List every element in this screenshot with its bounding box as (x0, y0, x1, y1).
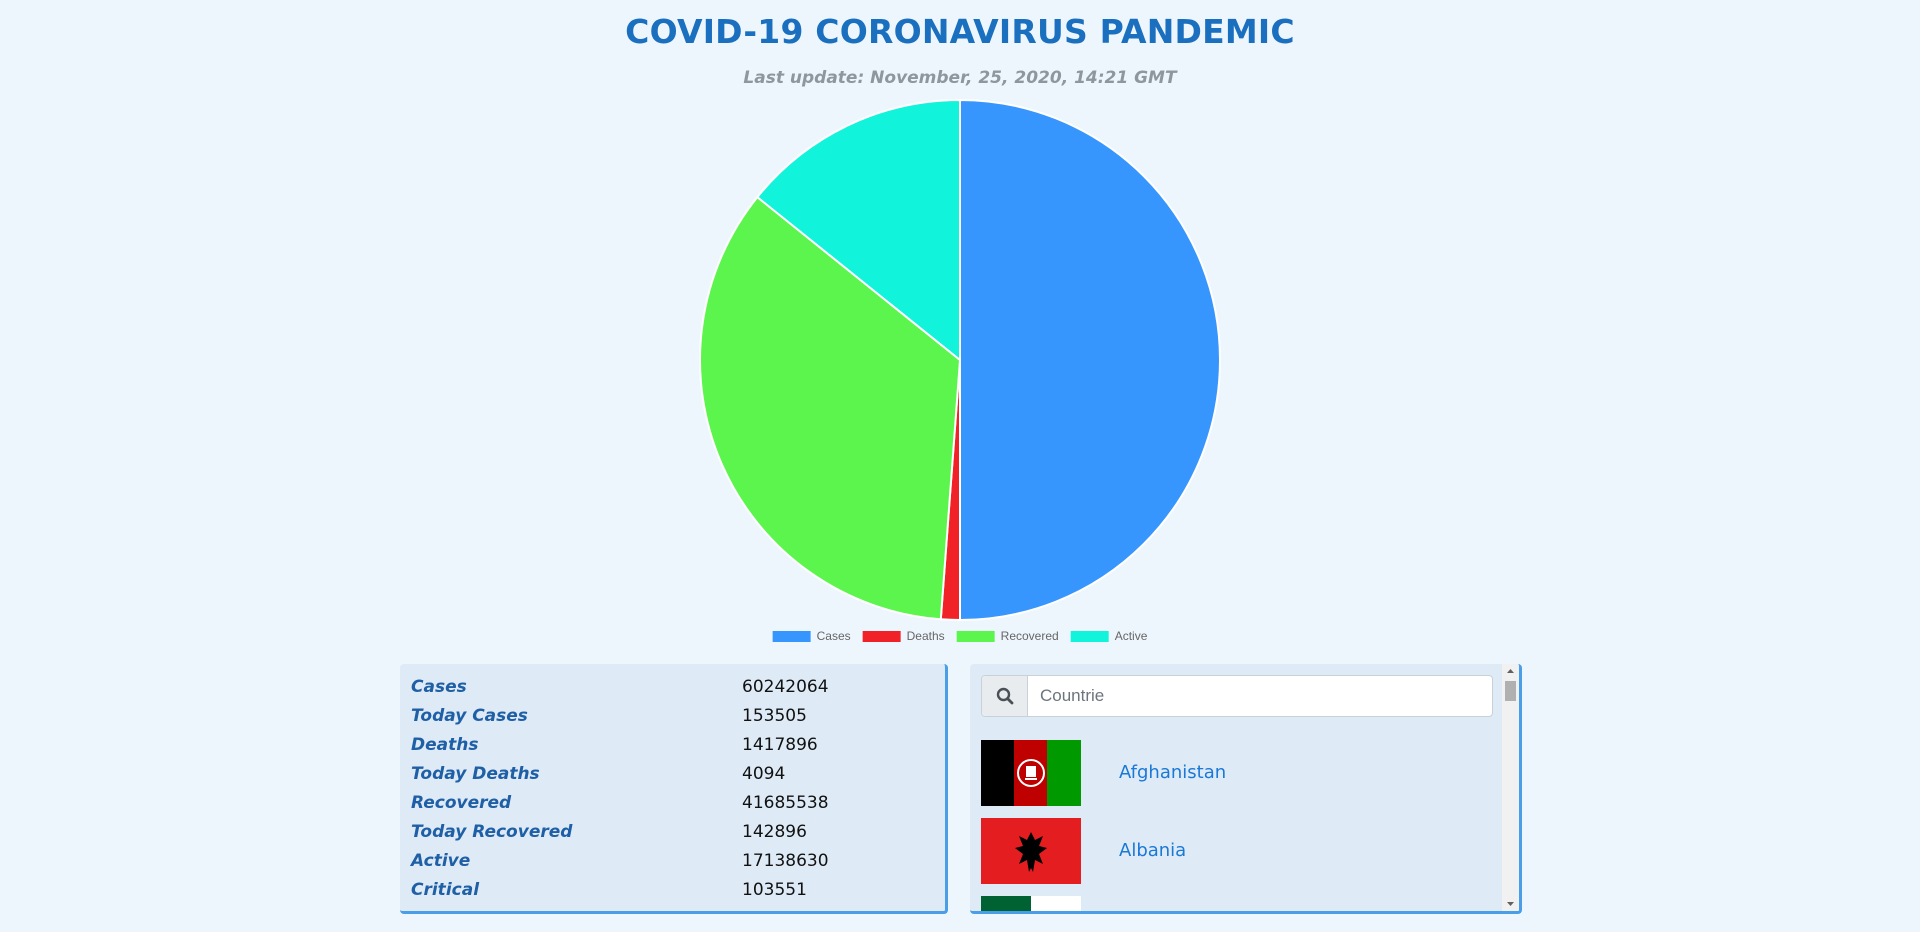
countries-scrollbar[interactable] (1502, 664, 1519, 911)
stat-value: 41685538 (742, 789, 829, 818)
stat-label: Today Deaths (411, 760, 540, 789)
legend-label-deaths[interactable]: Deaths (907, 629, 945, 643)
search-button[interactable] (982, 676, 1028, 716)
stat-value: 153505 (742, 702, 807, 731)
stat-value: 17138630 (742, 847, 829, 876)
stat-label: Cases (411, 673, 467, 702)
stat-row-deaths: Deaths 1417896 (411, 731, 945, 760)
stat-row-critical: Critical 103551 (411, 876, 945, 905)
legend-label-recovered[interactable]: Recovered (1001, 629, 1059, 643)
stat-row-today-recovered: Today Recovered 142896 (411, 818, 945, 847)
legend-label-active[interactable]: Active (1115, 629, 1148, 643)
legend-swatch-active[interactable] (1071, 631, 1109, 642)
search-icon (996, 687, 1014, 705)
country-item-albania[interactable]: Albania (981, 818, 1493, 884)
country-item-afghanistan[interactable]: Afghanistan (981, 740, 1493, 806)
stat-label: Recovered (411, 789, 511, 818)
stat-label: Today Recovered (411, 818, 572, 847)
stat-label: Today Cases (411, 702, 528, 731)
stat-label: Active (411, 847, 470, 876)
pie-chart: Cases Deaths Recovered Active (0, 0, 1920, 660)
countries-panel: Afghanistan Albania (970, 664, 1522, 914)
afghanistan-flag-icon (981, 740, 1081, 806)
country-name[interactable]: Afghanistan (1119, 740, 1226, 806)
stat-value: 60242064 (742, 673, 829, 702)
flag-icon (981, 896, 1081, 914)
stat-label: Critical (411, 876, 479, 905)
stat-value: 103551 (742, 876, 807, 905)
search-box (981, 675, 1493, 717)
country-search-input[interactable] (1028, 676, 1490, 716)
legend-swatch-recovered[interactable] (957, 631, 995, 642)
stat-row-today-deaths: Today Deaths 4094 (411, 760, 945, 789)
scroll-down-icon[interactable] (1502, 897, 1519, 911)
country-name[interactable]: Albania (1119, 818, 1186, 884)
legend-label-cases[interactable]: Cases (817, 629, 851, 643)
country-item-partial[interactable] (981, 896, 1493, 914)
global-stats-panel: Cases 60242064 Today Cases 153505 Deaths… (400, 664, 948, 914)
stat-row-today-cases: Today Cases 153505 (411, 702, 945, 731)
stat-value: 142896 (742, 818, 807, 847)
stat-label: Deaths (411, 731, 478, 760)
stat-row-recovered: Recovered 41685538 (411, 789, 945, 818)
stat-value: 1417896 (742, 731, 818, 760)
stat-value: 4094 (742, 760, 785, 789)
scroll-up-icon[interactable] (1502, 664, 1519, 678)
pie-slice-cases[interactable] (960, 100, 1220, 620)
legend-swatch-deaths[interactable] (863, 631, 901, 642)
scroll-thumb[interactable] (1505, 681, 1516, 701)
legend-swatch-cases[interactable] (773, 631, 811, 642)
stat-row-active: Active 17138630 (411, 847, 945, 876)
stat-row-cases: Cases 60242064 (411, 673, 945, 702)
albania-flag-icon (981, 818, 1081, 884)
